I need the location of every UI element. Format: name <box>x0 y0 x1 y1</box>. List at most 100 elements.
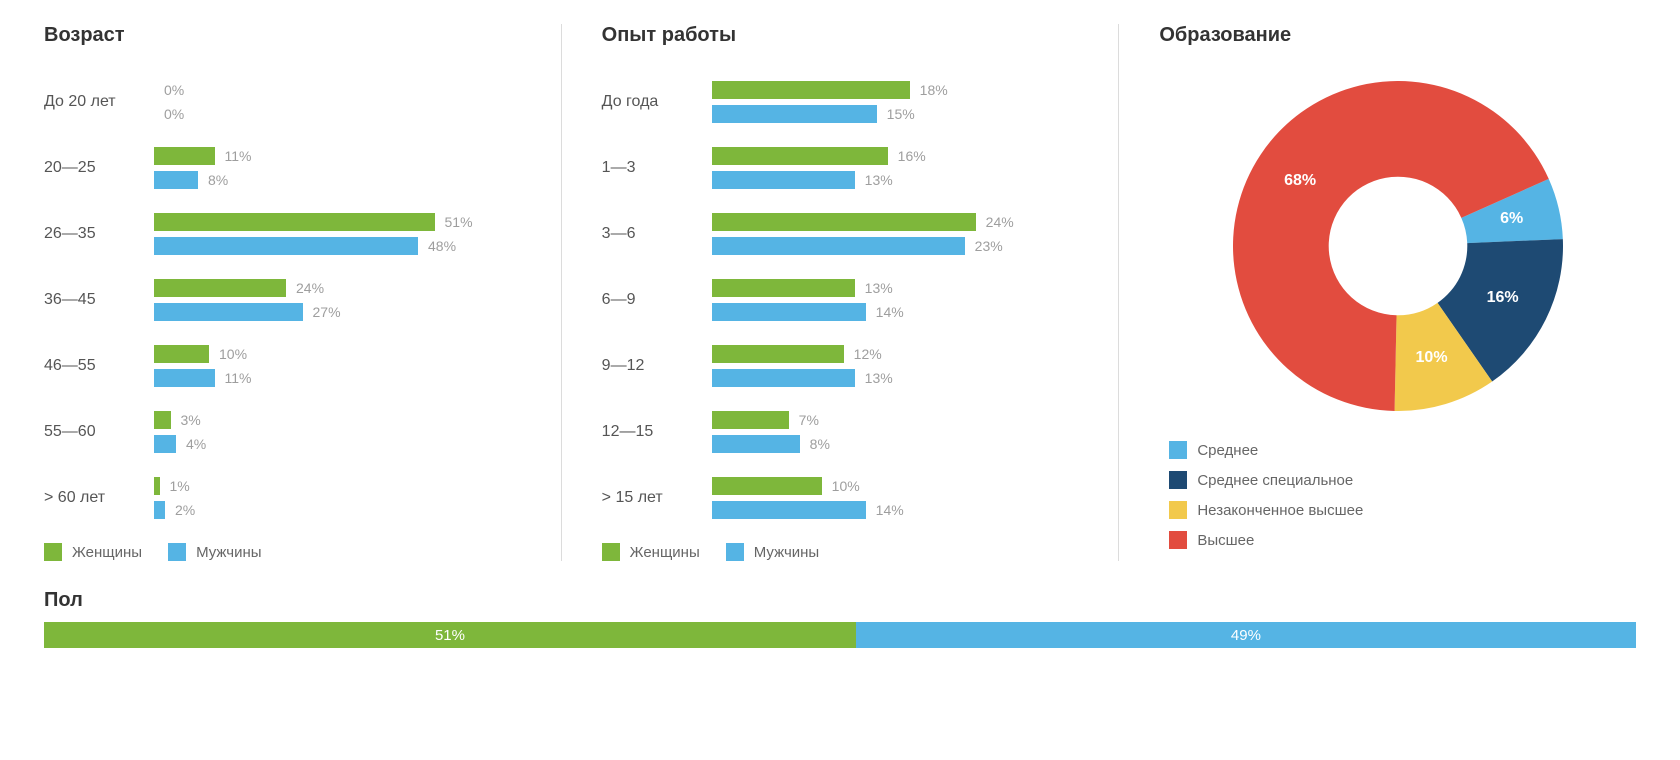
bar-male <box>154 303 303 321</box>
bar-row-label: 36—45 <box>44 291 154 309</box>
bar-value-female: 18% <box>920 82 948 98</box>
bar-line-female: 0% <box>154 81 521 99</box>
bar-row-label: 9—12 <box>602 357 712 375</box>
swatch-secondary <box>1169 441 1187 459</box>
bar-row-label: 3—6 <box>602 225 712 243</box>
bar-value-female: 16% <box>898 148 926 164</box>
bar-row-label: > 15 лет <box>602 489 712 507</box>
bar-line-male: 4% <box>154 435 521 453</box>
bar-pair: 0%0% <box>154 81 521 123</box>
experience-chart: До года18%15%1—316%13%3—624%23%6—913%14%… <box>602 81 1079 519</box>
bar-male <box>712 369 855 387</box>
legend-label: Женщины <box>630 544 700 561</box>
bar-pair: 1%2% <box>154 477 521 519</box>
swatch-female <box>44 543 62 561</box>
bar-row: 3—624%23% <box>602 213 1079 255</box>
bar-value-female: 24% <box>296 280 324 296</box>
education-title: Образование <box>1159 24 1636 47</box>
bar-line-male: 13% <box>712 369 1079 387</box>
bar-male <box>154 501 165 519</box>
bar-value-female: 51% <box>445 214 473 230</box>
bar-row: > 15 лет10% 14% <box>602 477 1079 519</box>
bar-line-male: 13% <box>712 171 1079 189</box>
bar-female <box>712 81 910 99</box>
bar-female <box>154 279 286 297</box>
legend-item-female: Женщины <box>602 543 700 561</box>
legend-item-secondary: Среднее <box>1169 441 1636 459</box>
bar-male <box>712 237 965 255</box>
bar-value-male: 13% <box>865 370 893 386</box>
legend-label: Незаконченное высшее <box>1197 502 1363 519</box>
legend-label: Мужчины <box>754 544 819 561</box>
bar-value-male: 11% <box>225 370 252 386</box>
donut-label-incomplete_higher: 10% <box>1416 349 1448 367</box>
bar-value-male: 48% <box>428 238 456 254</box>
bar-line-male: 14% <box>712 303 1079 321</box>
bar-male <box>154 171 198 189</box>
education-column: Образование 6%16%10%68% СреднееСреднее с… <box>1118 24 1636 561</box>
swatch-male <box>168 543 186 561</box>
bar-line-female: 18% <box>712 81 1079 99</box>
gender-segment-male: 49% <box>856 622 1636 648</box>
bar-value-female: 7% <box>799 412 819 428</box>
bar-line-male: 23% <box>712 237 1079 255</box>
bar-value-male: 14% <box>876 502 904 518</box>
bar-row-label: 46—55 <box>44 357 154 375</box>
legend-label: Среднее <box>1197 442 1258 459</box>
legend-item-female: Женщины <box>44 543 142 561</box>
bar-value-male: 15% <box>887 106 915 122</box>
age-column: Возраст До 20 лет0%0%20—2511%8%26—3551%4… <box>44 24 561 561</box>
donut-svg <box>1233 81 1563 411</box>
bar-line-female: 7% <box>712 411 1079 429</box>
swatch-higher <box>1169 531 1187 549</box>
bar-row: 1—3 16% 13% <box>602 147 1079 189</box>
bar-row: 36—4524%27% <box>44 279 521 321</box>
bar-row-label: До 20 лет <box>44 93 154 111</box>
bar-line-male: 2% <box>154 501 521 519</box>
bar-row-label: 6—9 <box>602 291 712 309</box>
swatch-female <box>602 543 620 561</box>
bar-line-female: 12% <box>712 345 1079 363</box>
age-title: Возраст <box>44 24 521 47</box>
bar-value-female: 1% <box>170 478 190 494</box>
bar-male <box>154 237 418 255</box>
bar-female <box>154 345 209 363</box>
age-chart: До 20 лет0%0%20—2511%8%26—3551%48%36—452… <box>44 81 521 519</box>
bar-female <box>712 147 888 165</box>
bar-row: 12—157%8% <box>602 411 1079 453</box>
bar-line-female: 51% <box>154 213 521 231</box>
legend-item-male: Мужчины <box>726 543 819 561</box>
bar-line-female: 13% <box>712 279 1079 297</box>
bar-male <box>154 369 215 387</box>
bar-line-male: 15% <box>712 105 1079 123</box>
bar-value-female: 12% <box>854 346 882 362</box>
bar-value-male: 0% <box>164 106 184 122</box>
bar-female <box>712 213 976 231</box>
bar-female <box>712 279 855 297</box>
donut-label-secondary: 6% <box>1500 210 1523 228</box>
bar-female <box>712 345 844 363</box>
bar-line-female: 10% <box>712 477 1079 495</box>
bar-male <box>154 435 176 453</box>
bar-pair: 51% 48% <box>154 213 521 255</box>
donut-label-higher: 68% <box>1284 172 1316 190</box>
bar-pair: 24%27% <box>154 279 521 321</box>
bar-value-female: 3% <box>181 412 201 428</box>
bar-row: До 20 лет0%0% <box>44 81 521 123</box>
bar-pair: 16% 13% <box>712 147 1079 189</box>
bar-row: 6—913% 14% <box>602 279 1079 321</box>
donut-label-secondary_special: 16% <box>1487 289 1519 307</box>
legend-item-male: Мужчины <box>168 543 261 561</box>
legend-item-higher: Высшее <box>1169 531 1636 549</box>
bar-value-male: 13% <box>865 172 893 188</box>
bar-line-female: 1% <box>154 477 521 495</box>
gender-section: Пол 51%49% <box>44 589 1636 648</box>
bar-row-label: 1—3 <box>602 159 712 177</box>
bar-line-male: 8% <box>154 171 521 189</box>
bar-male <box>712 171 855 189</box>
bar-value-male: 14% <box>876 304 904 320</box>
bar-row-label: > 60 лет <box>44 489 154 507</box>
bar-line-male: 11% <box>154 369 521 387</box>
bar-pair: 7%8% <box>712 411 1079 453</box>
columns: Возраст До 20 лет0%0%20—2511%8%26—3551%4… <box>44 24 1636 561</box>
